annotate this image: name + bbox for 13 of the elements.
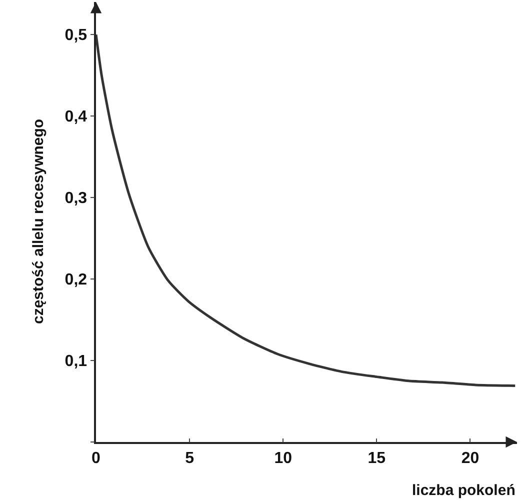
x-tick-label: 5 [185, 450, 194, 467]
x-tick-label: 0 [92, 450, 101, 467]
line-series [96, 33, 516, 388]
y-tick-label: 0,4 [64, 108, 88, 126]
y-tick-label: 0,3 [64, 190, 88, 208]
y-axis-title: częstość allelu recesywnego [30, 118, 47, 324]
x-tick-label: 15 [368, 450, 386, 467]
x-axis-title: liczba pokoleń [412, 482, 516, 499]
x-tick-label: 10 [274, 450, 292, 467]
x-tick-label: 20 [461, 450, 480, 467]
y-tick-label: 0,5 [64, 27, 88, 44]
y-tick-label: 0,2 [64, 272, 88, 289]
y-tick-label: 0,1 [64, 353, 88, 370]
